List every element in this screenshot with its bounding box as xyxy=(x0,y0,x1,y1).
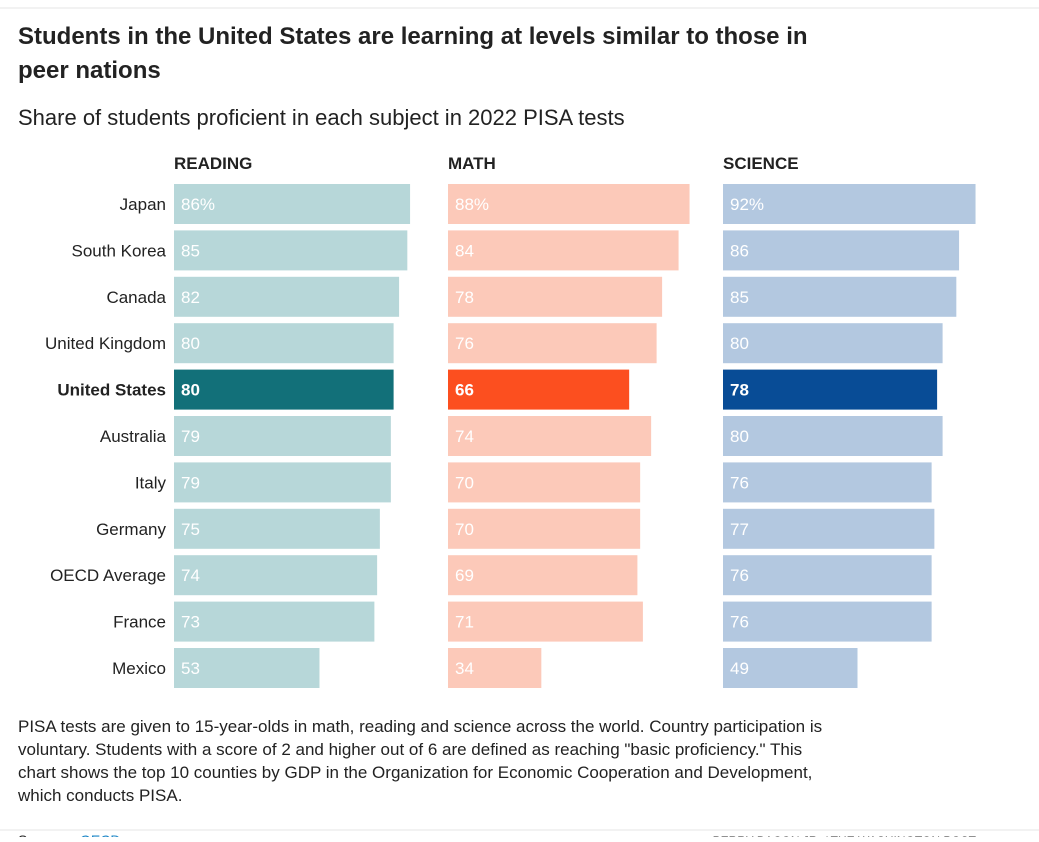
value-label: 74 xyxy=(181,566,200,585)
bar xyxy=(448,462,641,503)
value-label: 74 xyxy=(455,427,474,446)
value-label: 34 xyxy=(455,659,474,678)
bar xyxy=(174,230,408,271)
bar xyxy=(448,555,638,596)
note: which conducts PISA. xyxy=(17,786,182,805)
category-label: OECD Average xyxy=(50,566,166,585)
category-label: Canada xyxy=(106,288,166,307)
value-label: 80 xyxy=(730,334,749,353)
panel-header: SCIENCE xyxy=(723,154,799,173)
bar xyxy=(723,276,957,317)
category-label: Japan xyxy=(120,195,166,214)
bar xyxy=(174,276,400,317)
value-label: 71 xyxy=(455,613,474,632)
category-label: United Kingdom xyxy=(45,334,166,353)
bar xyxy=(448,230,679,271)
bar xyxy=(723,462,932,503)
bar xyxy=(723,230,960,271)
bar xyxy=(723,508,935,549)
bar xyxy=(174,462,391,503)
value-label: 78 xyxy=(730,381,749,400)
chart-title: peer nations xyxy=(18,57,161,84)
value-label: 88% xyxy=(455,195,489,214)
value-label: 76 xyxy=(730,566,749,585)
bar xyxy=(723,601,932,642)
bar xyxy=(448,508,641,549)
bar xyxy=(448,276,663,317)
bar xyxy=(174,648,320,688)
bar xyxy=(448,323,657,364)
value-label: 75 xyxy=(181,520,200,539)
bar xyxy=(448,648,542,688)
value-label: 86 xyxy=(730,241,749,260)
value-label: 73 xyxy=(181,613,200,632)
bar xyxy=(174,184,411,224)
value-label: 70 xyxy=(455,473,474,492)
value-label: 85 xyxy=(181,241,200,260)
value-label: 69 xyxy=(455,566,474,585)
bar xyxy=(723,416,943,456)
value-label: 79 xyxy=(181,427,200,446)
bar xyxy=(174,369,394,410)
category-label: Italy xyxy=(135,473,167,492)
category-label: South Korea xyxy=(71,241,166,260)
value-label: 49 xyxy=(730,659,749,678)
bar xyxy=(723,648,858,688)
note: PISA tests are given to 15-year-olds in … xyxy=(18,717,822,736)
bar xyxy=(174,555,378,596)
bar xyxy=(174,416,391,456)
bar xyxy=(723,555,932,596)
panel-header: MATH xyxy=(448,154,496,173)
category-label: Australia xyxy=(100,427,167,446)
chart-subtitle: Share of students proficient in each sub… xyxy=(18,105,625,130)
source-label: Source: xyxy=(18,832,66,837)
note: chart shows the top 10 counties by GDP i… xyxy=(18,763,812,782)
note: voluntary. Students with a score of 2 an… xyxy=(18,740,802,759)
bar xyxy=(448,416,652,456)
bar xyxy=(723,184,976,224)
chart-title: Students in the United States are learni… xyxy=(18,23,808,50)
bar xyxy=(174,323,394,364)
bar xyxy=(448,369,630,410)
value-label: 77 xyxy=(730,520,749,539)
value-label: 76 xyxy=(730,473,749,492)
value-label: 76 xyxy=(455,334,474,353)
panel-header: READING xyxy=(174,154,252,173)
value-label: 66 xyxy=(455,381,474,400)
bar xyxy=(448,601,643,642)
bar xyxy=(448,184,690,224)
value-label: 84 xyxy=(455,241,474,260)
category-label: France xyxy=(113,613,166,632)
value-label: 80 xyxy=(181,381,200,400)
bar xyxy=(174,508,380,549)
value-label: 70 xyxy=(455,520,474,539)
value-label: 80 xyxy=(730,427,749,446)
value-label: 78 xyxy=(455,288,474,307)
value-label: 86% xyxy=(181,195,215,214)
value-label: 92% xyxy=(730,195,764,214)
source-link: OECD xyxy=(80,832,120,837)
value-label: 85 xyxy=(730,288,749,307)
value-label: 53 xyxy=(181,659,200,678)
bar xyxy=(723,323,943,364)
category-label: United States xyxy=(57,381,166,400)
bar xyxy=(174,601,375,642)
category-label: Mexico xyxy=(112,659,166,678)
value-label: 80 xyxy=(181,334,200,353)
bar xyxy=(723,369,938,410)
value-label: 76 xyxy=(730,613,749,632)
category-label: Germany xyxy=(96,520,166,539)
value-label: 82 xyxy=(181,288,200,307)
value-label: 79 xyxy=(181,473,200,492)
